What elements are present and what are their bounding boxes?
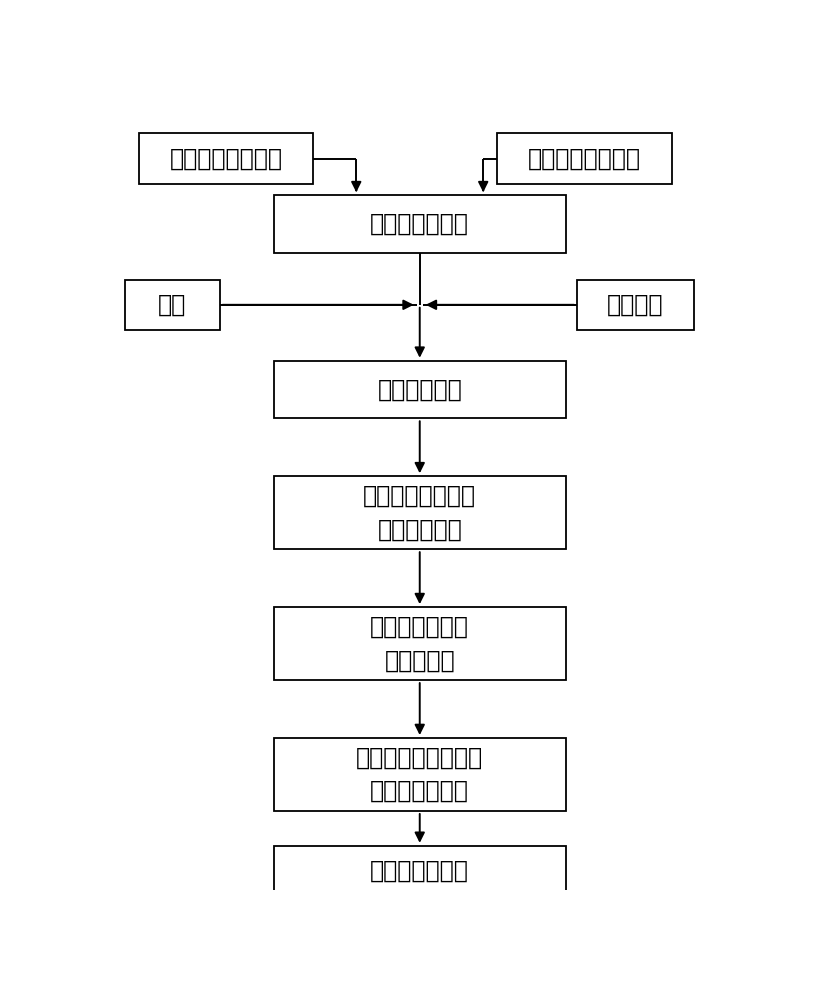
Text: 水氯镁石: 水氯镁石 bbox=[608, 293, 663, 317]
Bar bbox=[497, 133, 672, 184]
Text: 等离子体工作气体: 等离子体工作气体 bbox=[170, 146, 283, 170]
Bar bbox=[274, 195, 566, 253]
Text: 气固分离器收集
热解粗产品: 气固分离器收集 热解粗产品 bbox=[370, 615, 469, 672]
Bar bbox=[274, 607, 566, 680]
Text: 高温热解产物: 高温热解产物 bbox=[378, 377, 462, 401]
Bar bbox=[274, 738, 566, 811]
Text: 等离子体保护气体: 等离子体保护气体 bbox=[528, 146, 641, 170]
Bar bbox=[274, 361, 566, 418]
Text: 载气: 载气 bbox=[158, 293, 186, 317]
Text: 引发热等离子体: 引发热等离子体 bbox=[370, 212, 469, 236]
Bar bbox=[139, 133, 314, 184]
Bar bbox=[274, 476, 566, 549]
Bar bbox=[577, 280, 695, 330]
Bar bbox=[124, 280, 219, 330]
Text: 热解粗产品洗涤、过
滤、干燥、焙烧: 热解粗产品洗涤、过 滤、干燥、焙烧 bbox=[356, 746, 483, 803]
Bar bbox=[274, 846, 566, 896]
Text: 高纯纳米氧化镁: 高纯纳米氧化镁 bbox=[370, 859, 469, 883]
Text: 下行床反应器急冷
高温热解产物: 下行床反应器急冷 高温热解产物 bbox=[364, 484, 476, 541]
